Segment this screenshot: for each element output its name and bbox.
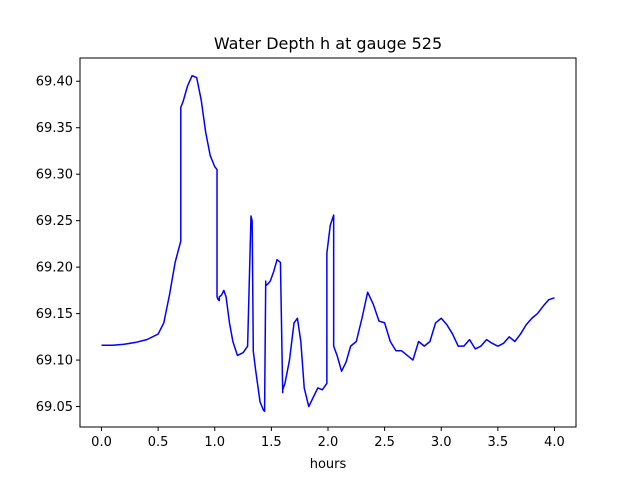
y-tick-label: 69.35 <box>36 121 73 136</box>
x-tick-label: 4.0 <box>544 435 565 450</box>
y-tick-label: 69.20 <box>36 261 73 276</box>
x-tick-label: 3.0 <box>431 435 452 450</box>
x-tick-label: 2.0 <box>318 435 339 450</box>
series-line-0 <box>101 74 555 412</box>
y-tick-label: 69.30 <box>36 168 73 183</box>
y-tick-label: 69.05 <box>36 400 73 415</box>
x-tick-label: 0.5 <box>148 435 169 450</box>
chart-title: Water Depth h at gauge 525 <box>214 34 442 53</box>
x-axis-label: hours <box>310 457 347 472</box>
x-axis: 0.0 0.5 1.0 1.5 2.0 2.5 3.0 3.5 4.0 <box>91 427 565 450</box>
y-tick-label: 69.15 <box>36 307 73 322</box>
x-tick-label: 2.5 <box>374 435 395 450</box>
x-tick-label: 0.0 <box>91 435 112 450</box>
y-tick-label: 69.10 <box>36 354 73 369</box>
x-tick-label: 1.5 <box>261 435 282 450</box>
y-tick-label: 69.40 <box>36 75 73 90</box>
x-tick-label: 3.5 <box>488 435 509 450</box>
plot-area <box>101 74 555 412</box>
y-axis: 69.05 69.10 69.15 69.20 69.25 69.30 69.35 69.40 <box>36 75 80 415</box>
x-tick-label: 1.0 <box>204 435 225 450</box>
y-tick-label: 69.25 <box>36 214 73 229</box>
